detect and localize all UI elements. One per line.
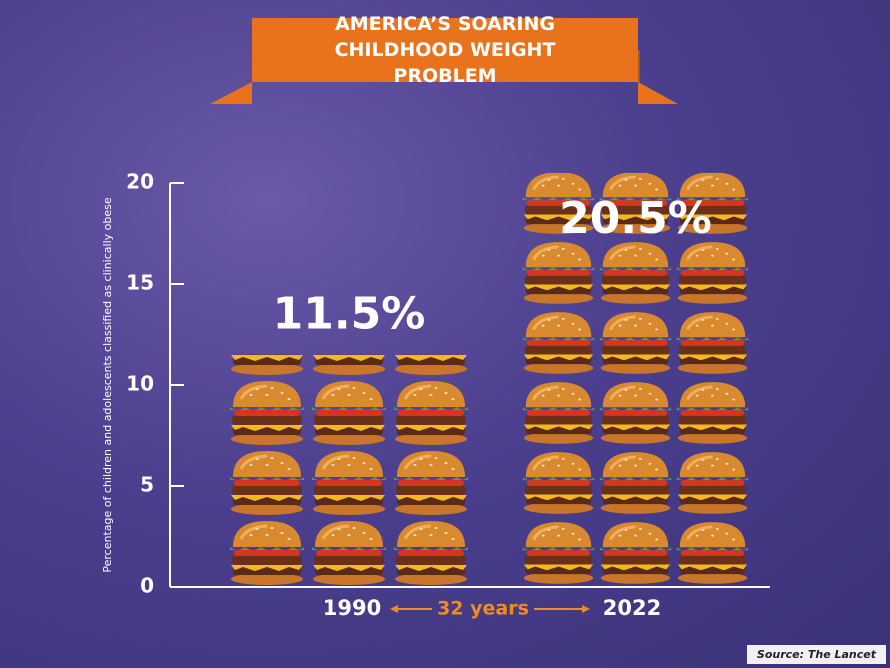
bar — [226, 354, 472, 587]
chart-title: AMERICA’S SOARING CHILDHOOD WEIGHT PROBL… — [252, 13, 638, 87]
x-tick-label: 2022 — [603, 596, 661, 620]
bar — [520, 172, 751, 587]
annotation: 32 years — [437, 598, 529, 620]
value-label: 11.5% — [273, 289, 426, 340]
y-tick-label: 0 — [140, 574, 154, 598]
value-label: 20.5% — [559, 193, 712, 244]
ribbon-tail — [210, 82, 252, 104]
y-axis-label: Percentage of children and adolescents c… — [101, 197, 114, 572]
y-tick-label: 20 — [126, 170, 154, 194]
x-tick-label: 1990 — [323, 596, 381, 620]
ribbon-tail — [638, 82, 678, 104]
y-tick-label: 15 — [126, 271, 154, 295]
arrow-head — [390, 605, 398, 613]
y-tick-label: 5 — [140, 473, 154, 497]
source: Source: The Lancet — [746, 645, 886, 664]
arrow-head — [582, 605, 590, 613]
y-tick-label: 10 — [126, 372, 154, 396]
